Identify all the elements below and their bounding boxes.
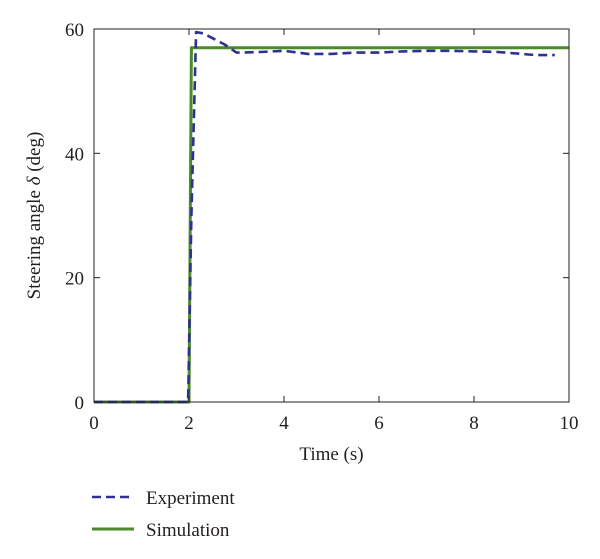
legend-label-simulation: Simulation — [146, 520, 230, 541]
y-tick-label: 40 — [65, 144, 84, 165]
y-axis-label-text: Steering angle — [24, 185, 45, 299]
x-tick-label: 6 — [374, 413, 384, 434]
x-axis-label: Time (s) — [299, 444, 363, 465]
x-tick-label: 10 — [560, 413, 579, 434]
x-tick-label: 0 — [89, 413, 99, 434]
series-line-simulation — [94, 46, 569, 404]
plot-frame — [93, 28, 570, 403]
y-tick-label: 0 — [75, 393, 85, 414]
series-line-experiment — [94, 30, 555, 404]
legend-label-experiment: Experiment — [146, 488, 235, 509]
axis-ticks — [93, 28, 570, 403]
x-tick-label: 4 — [279, 413, 289, 434]
x-tick-label: 2 — [184, 413, 194, 434]
y-tick-label: 20 — [65, 269, 84, 290]
y-axis-label-symbol: δ — [24, 175, 45, 185]
y-tick-label: 60 — [65, 20, 84, 41]
y-axis-label: Steering angle δ (deg) — [24, 132, 45, 300]
plot-lines — [94, 30, 569, 404]
x-tick-label: 8 — [469, 413, 479, 434]
y-axis-label-unit: (deg) — [24, 132, 45, 177]
legend: Experiment Simulation — [92, 488, 235, 541]
tick-labels: 0 2 4 6 8 10 0 20 40 60 — [65, 20, 579, 434]
